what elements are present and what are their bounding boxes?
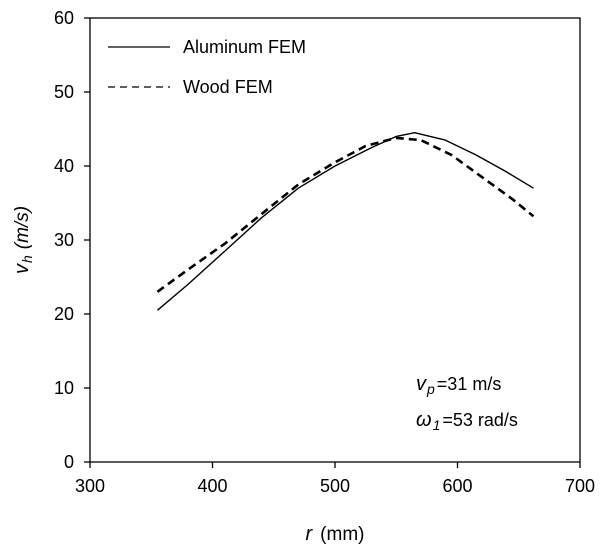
x-axis-label: r (mm) (306, 523, 365, 545)
annotation-vp: vp =31 m/s (416, 373, 501, 397)
x-tick-label: 400 (197, 476, 227, 496)
annotation-omega: ω1 =53 rad/s (416, 409, 518, 433)
axis-ticks: 300 400 500 600 700 0 10 20 30 40 50 60 (54, 8, 595, 496)
legend-label-wood: Wood FEM (183, 77, 273, 97)
annotations: vp =31 m/s ω1 =53 rad/s (416, 373, 518, 433)
y-axis-label: vh(m/s) (11, 206, 35, 274)
y-tick-label: 20 (54, 304, 74, 324)
series-lines (156, 131, 535, 311)
y-tick-label: 40 (54, 156, 74, 176)
y-tick-label: 50 (54, 82, 74, 102)
y-tick-label: 30 (54, 230, 74, 250)
plot-frame (89, 17, 581, 463)
x-tick-label: 300 (75, 476, 105, 496)
y-tick-label: 60 (54, 8, 74, 28)
series-line-aluminum-fem (156, 131, 534, 311)
x-tick-label: 700 (565, 476, 595, 496)
x-tick-label: 500 (320, 476, 350, 496)
y-tick-label: 0 (64, 452, 74, 472)
legend-label-aluminum: Aluminum FEM (183, 37, 306, 57)
legend: Aluminum FEM Wood FEM (108, 37, 306, 97)
x-tick-label: 600 (442, 476, 472, 496)
y-tick-label: 10 (54, 378, 74, 398)
series-line-wood-fem (156, 136, 535, 293)
